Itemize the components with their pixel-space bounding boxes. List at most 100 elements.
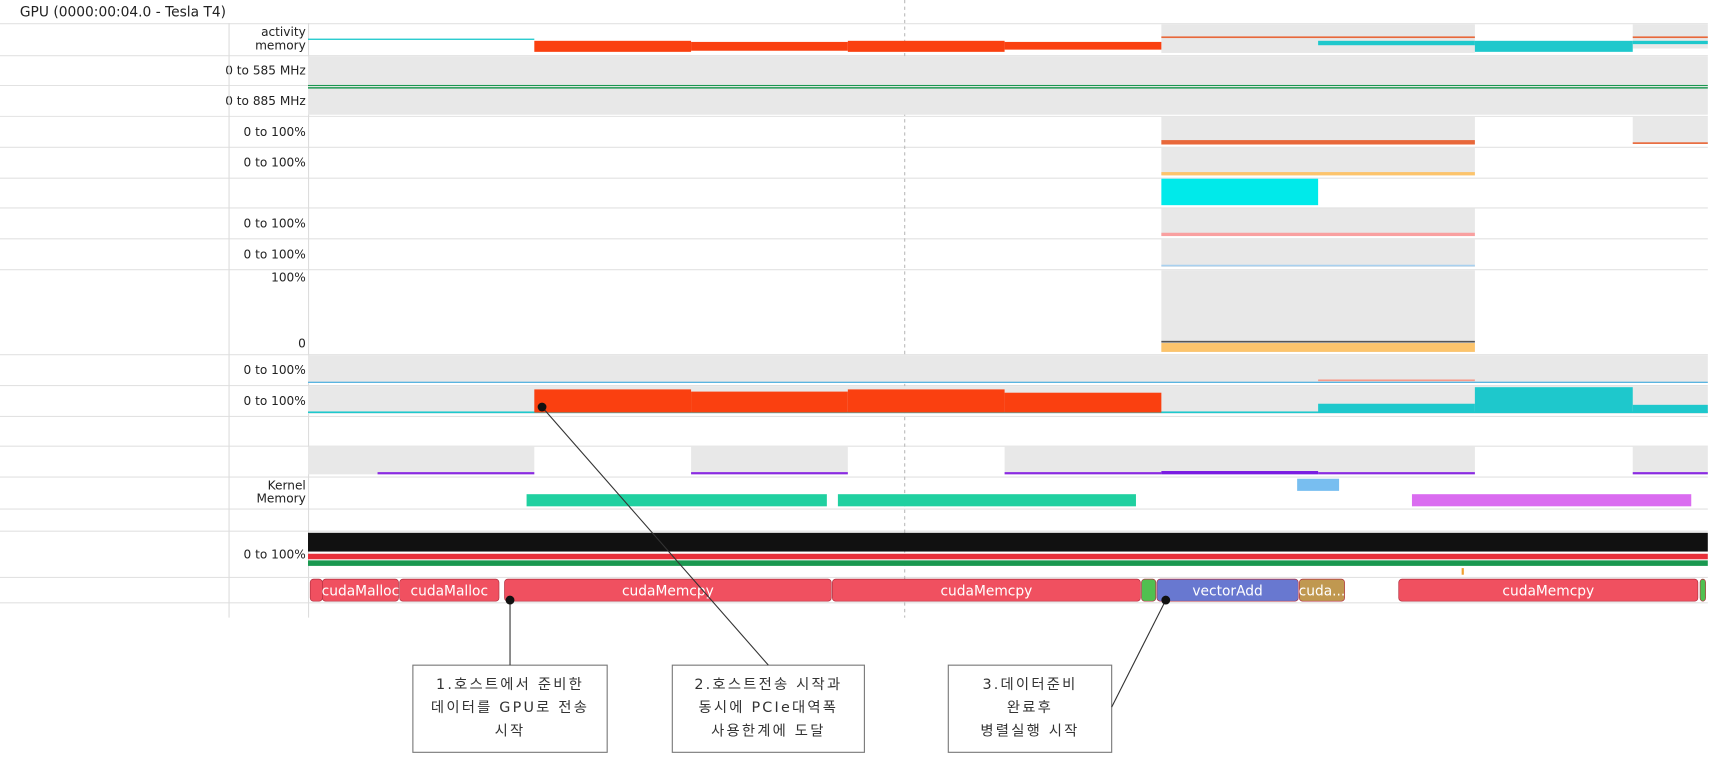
metric-block bbox=[1161, 343, 1475, 352]
annotation-text: 3.데이터준비 bbox=[982, 676, 1077, 693]
metric-block bbox=[847, 40, 1005, 52]
metric-block bbox=[691, 391, 848, 413]
api-call-label: cudaMalloc bbox=[322, 583, 400, 599]
metric-block bbox=[691, 446, 848, 475]
metric-block bbox=[308, 87, 1708, 89]
metric-block bbox=[691, 41, 848, 51]
metric-block bbox=[308, 532, 1708, 552]
range-label: 0 to 100% bbox=[244, 125, 306, 139]
api-call[interactable] bbox=[504, 578, 832, 602]
range-label: activity bbox=[261, 25, 306, 39]
metric-block bbox=[691, 472, 848, 475]
range-label: 0 to 885 MHz bbox=[225, 94, 306, 108]
metric-block bbox=[308, 446, 535, 475]
metric-block bbox=[837, 494, 1136, 507]
metric-block bbox=[308, 381, 1708, 383]
metric-block bbox=[1632, 404, 1708, 413]
api-call-label: cuda... bbox=[1299, 583, 1346, 599]
api-call-label: cudaMemcpy bbox=[622, 583, 714, 599]
metric-block bbox=[1474, 387, 1633, 413]
range-label: 0 to 100% bbox=[244, 216, 306, 230]
annotation-text: 2.호스트전송 시작과 bbox=[694, 676, 842, 693]
metric-block bbox=[308, 56, 1708, 85]
metric-block bbox=[534, 40, 692, 52]
metric-block bbox=[847, 389, 1005, 413]
metric-block bbox=[1004, 41, 1162, 50]
api-call-label: cudaMemcpy bbox=[940, 583, 1032, 599]
metric-block bbox=[1004, 392, 1162, 413]
annotation-text: 병렬실행 시작 bbox=[980, 722, 1079, 739]
annotation-text: 시작 bbox=[495, 722, 526, 739]
api-call[interactable] bbox=[1141, 578, 1157, 602]
api-call-label: vectorAdd bbox=[1192, 583, 1262, 599]
annotation-leader bbox=[541, 406, 769, 666]
range-label: 0 to 100% bbox=[244, 156, 306, 170]
range-label: Memory bbox=[256, 492, 305, 506]
metric-block bbox=[1632, 36, 1708, 39]
api-call[interactable] bbox=[399, 578, 500, 602]
metric-block bbox=[1632, 40, 1708, 45]
range-label: 0 to 100% bbox=[244, 363, 306, 377]
annotation-box bbox=[412, 664, 608, 753]
api-call-label: cudaMalloc bbox=[411, 583, 489, 599]
metric-block bbox=[1632, 446, 1708, 475]
metric-block bbox=[1161, 239, 1475, 267]
api-call[interactable] bbox=[1398, 578, 1699, 602]
metric-block bbox=[1161, 24, 1475, 53]
screenshot: GPU Metrics [10 kHz]GPC Clock FrequencyS… bbox=[0, 0, 1708, 618]
api-call[interactable] bbox=[1299, 578, 1345, 602]
annotation-box bbox=[671, 664, 865, 753]
range-label: Kernel bbox=[268, 478, 306, 492]
metric-block bbox=[526, 494, 827, 507]
annotation-dot bbox=[505, 595, 515, 605]
api-call[interactable] bbox=[832, 578, 1141, 602]
metric-block bbox=[308, 355, 1708, 383]
metric-block bbox=[1161, 140, 1475, 145]
annotation-dot bbox=[537, 402, 547, 412]
metric-block bbox=[1632, 472, 1708, 475]
metric-block bbox=[1161, 471, 1319, 475]
annotation-text: 1.호스트에서 준비한 bbox=[436, 676, 584, 693]
metric-block bbox=[1161, 208, 1475, 237]
metric-block bbox=[1004, 446, 1475, 475]
api-call[interactable] bbox=[1156, 578, 1299, 602]
range-label: memory bbox=[255, 38, 306, 52]
api-call[interactable] bbox=[1699, 578, 1706, 602]
metric-block bbox=[308, 84, 1708, 87]
range-label: 0 to 585 MHz bbox=[225, 64, 306, 78]
annotation-leader bbox=[1111, 599, 1167, 708]
metric-block bbox=[1632, 116, 1708, 144]
range-label: 0 bbox=[298, 337, 306, 351]
range-label: 0 to 100% bbox=[244, 547, 306, 561]
metric-block bbox=[1411, 494, 1692, 507]
metric-block bbox=[1161, 178, 1319, 206]
annotation-text: 완료후 bbox=[1007, 699, 1053, 716]
metric-block bbox=[308, 560, 1708, 566]
row-label: GPU (0000:00:04.0 - Tesla T4) bbox=[20, 5, 226, 21]
metric-block bbox=[1161, 340, 1475, 343]
metric-block bbox=[1318, 403, 1475, 413]
metric-block bbox=[1318, 40, 1475, 46]
annotation-text: 데이터를 GPU로 전송 bbox=[431, 699, 589, 716]
metric-block bbox=[1161, 264, 1475, 267]
metric-block bbox=[1161, 270, 1475, 352]
metric-block bbox=[1161, 147, 1475, 176]
api-call[interactable] bbox=[309, 578, 323, 602]
metric-block bbox=[1161, 36, 1475, 39]
metric-block bbox=[1318, 472, 1475, 475]
api-call[interactable] bbox=[322, 578, 399, 602]
range-label: 0 to 100% bbox=[244, 394, 306, 408]
metric-block bbox=[308, 86, 1708, 115]
metric-block bbox=[308, 553, 1708, 560]
metric-block bbox=[377, 472, 535, 475]
metric-block bbox=[1474, 40, 1633, 52]
metric-block bbox=[1161, 232, 1475, 237]
metric-block bbox=[1632, 142, 1708, 144]
metric-block bbox=[1318, 379, 1475, 382]
range-label: 0 to 100% bbox=[244, 247, 306, 261]
metric-block bbox=[1161, 172, 1475, 176]
range-label: 100% bbox=[271, 270, 306, 284]
